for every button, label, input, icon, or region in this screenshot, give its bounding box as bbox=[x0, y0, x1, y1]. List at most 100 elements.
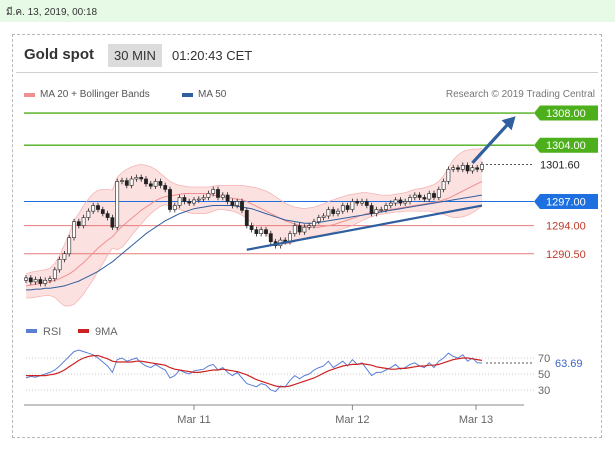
candle-body-5 bbox=[48, 278, 52, 281]
candle-body-41 bbox=[220, 194, 225, 198]
candle-body-9 bbox=[67, 237, 72, 255]
candle-body-63 bbox=[326, 209, 331, 217]
level-value-1304.00: 1304.00 bbox=[546, 140, 586, 152]
bollinger-band bbox=[26, 148, 482, 306]
candle-body-29 bbox=[163, 185, 168, 190]
candle-body-34 bbox=[187, 201, 192, 204]
candle-body-75 bbox=[384, 205, 388, 210]
candle-body-8 bbox=[62, 253, 67, 260]
level-tag-1297.00 bbox=[534, 194, 598, 209]
candle-body-31 bbox=[172, 205, 177, 210]
candle-body-90 bbox=[456, 167, 460, 170]
header-time: 01:20:43 CET bbox=[172, 48, 253, 63]
candle-body-44 bbox=[235, 201, 240, 206]
candle-body-14 bbox=[91, 205, 96, 212]
candle-body-92 bbox=[465, 165, 470, 172]
candle-body-11 bbox=[76, 221, 81, 226]
candle-body-65 bbox=[336, 210, 340, 214]
candle-body-16 bbox=[100, 209, 105, 214]
candle-body-82 bbox=[417, 194, 422, 198]
candle-body-3 bbox=[38, 279, 43, 284]
candle-body-60 bbox=[312, 221, 316, 226]
candle-body-51 bbox=[268, 233, 273, 243]
rsi-legend-swatch bbox=[26, 329, 37, 333]
candle-body-12 bbox=[81, 217, 86, 226]
level-tag-1290.50 bbox=[534, 246, 598, 262]
candle-body-80 bbox=[408, 197, 412, 202]
candle-body-21 bbox=[124, 180, 129, 186]
legend-ma50-label: MA 50 bbox=[198, 89, 227, 100]
candle-body-10 bbox=[72, 221, 76, 238]
candle-body-94 bbox=[475, 167, 480, 170]
candle-body-4 bbox=[43, 279, 48, 284]
candle-body-0 bbox=[24, 277, 28, 281]
candle-body-78 bbox=[398, 199, 403, 204]
candle-body-36 bbox=[196, 198, 201, 201]
x-tick-label-1: Mar 12 bbox=[335, 414, 369, 426]
level-tag-1304.00 bbox=[534, 137, 598, 153]
candle-body-13 bbox=[86, 210, 91, 218]
candle-body-33 bbox=[182, 197, 187, 202]
legend-ma50: MA 50 bbox=[182, 89, 226, 100]
rsi-line bbox=[25, 349, 483, 393]
candle-body-86 bbox=[436, 189, 441, 198]
candle-body-1 bbox=[28, 277, 33, 283]
candle-body-25 bbox=[144, 178, 148, 185]
bb-lower-line bbox=[26, 204, 483, 307]
candle-body-19 bbox=[115, 181, 120, 228]
candle-body-23 bbox=[134, 177, 139, 180]
level-value-1308.00: 1308.00 bbox=[546, 108, 586, 120]
candle-body-56 bbox=[292, 225, 297, 234]
trend-line bbox=[246, 204, 483, 251]
chart-frame bbox=[12, 34, 602, 438]
rsi-level-label-70: 70 bbox=[538, 353, 550, 365]
rsi-ma-legend-label: 9MA bbox=[95, 326, 118, 338]
candle-body-87 bbox=[441, 181, 446, 190]
candle-body-68 bbox=[350, 201, 355, 210]
candle-body-77 bbox=[393, 199, 398, 204]
instrument-title: Gold spot bbox=[24, 46, 94, 63]
legend-ma20-swatch bbox=[24, 92, 35, 97]
candle-body-61 bbox=[316, 217, 321, 222]
candle-body-91 bbox=[460, 165, 465, 170]
ma20-line bbox=[25, 180, 483, 287]
candle-body-70 bbox=[360, 201, 364, 204]
level-value-1294.00: 1294.00 bbox=[546, 221, 586, 233]
rsi-level-label-50: 50 bbox=[538, 369, 550, 381]
candle-body-40 bbox=[216, 189, 220, 198]
level-tag-1294.00 bbox=[534, 218, 598, 234]
candle-body-20 bbox=[120, 180, 124, 182]
candle-body-18 bbox=[110, 217, 115, 228]
candle-body-67 bbox=[345, 205, 350, 210]
projection-arrow-head bbox=[501, 116, 516, 131]
candle-body-45 bbox=[240, 201, 244, 211]
candle-body-39 bbox=[211, 189, 216, 194]
candle-body-74 bbox=[379, 209, 384, 211]
candle-body-64 bbox=[331, 209, 336, 214]
candle-body-95 bbox=[480, 164, 484, 170]
candle-body-15 bbox=[96, 205, 100, 210]
legend-ma50-swatch bbox=[182, 92, 193, 97]
candle-body-84 bbox=[427, 193, 432, 200]
candle-body-46 bbox=[244, 210, 249, 226]
legend-ma20-label: MA 20 + Bollinger Bands bbox=[40, 89, 150, 100]
rsi-value-label: 63.69 bbox=[555, 358, 583, 370]
candle-body-47 bbox=[249, 225, 254, 230]
candle-body-59 bbox=[307, 225, 312, 228]
date-bar: มี.ค. 13, 2019, 00:18 bbox=[0, 0, 615, 22]
candle-body-66 bbox=[340, 205, 345, 212]
candle-body-50 bbox=[264, 229, 268, 234]
last-price-label: 1301.60 bbox=[540, 160, 580, 172]
x-tick-label-2: Mar 13 bbox=[459, 414, 493, 426]
timeframe-badge[interactable]: 30 MIN bbox=[108, 44, 162, 67]
candle-body-69 bbox=[355, 201, 360, 204]
bb-upper-line bbox=[25, 148, 483, 275]
level-value-1297.00: 1297.00 bbox=[546, 197, 586, 209]
candle-body-88 bbox=[446, 169, 451, 182]
candle-body-2 bbox=[33, 279, 38, 283]
candle-body-38 bbox=[206, 193, 211, 198]
level-tag-1308.00 bbox=[534, 105, 598, 121]
candle-body-6 bbox=[52, 269, 57, 279]
header-divider bbox=[16, 72, 598, 73]
